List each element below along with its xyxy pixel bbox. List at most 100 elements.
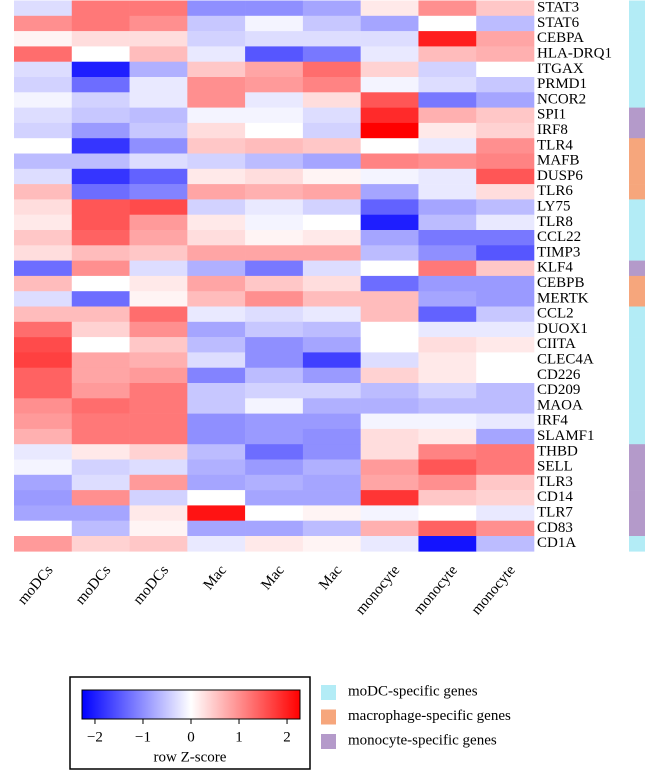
heatmap-cell — [476, 122, 535, 139]
heatmap-cell — [71, 383, 130, 399]
heatmap-cell — [71, 275, 130, 292]
heatmap-cell — [245, 245, 304, 261]
heatmap-cell — [245, 122, 304, 139]
heatmap-cell — [476, 245, 535, 261]
heatmap-cell — [14, 61, 73, 78]
row-annotation — [629, 46, 645, 62]
heatmap-cell — [302, 367, 361, 384]
heatmap-cell — [302, 536, 361, 552]
heatmap-cell — [476, 92, 535, 108]
heatmap-cell — [476, 77, 535, 93]
heatmap-cell — [129, 367, 188, 384]
heatmap-cell — [129, 153, 188, 170]
row-label: CCL22 — [537, 229, 581, 245]
row-annotation — [629, 153, 645, 170]
heatmap-cell — [360, 260, 419, 277]
heatmap-cell — [187, 459, 246, 476]
heatmap-cell — [245, 184, 304, 200]
heatmap-cell — [187, 230, 246, 246]
heatmap-cell — [187, 107, 246, 124]
heatmap-cell — [476, 459, 535, 476]
heatmap-cell — [245, 92, 304, 108]
heatmap-cell — [14, 398, 73, 414]
heatmap-cell — [14, 122, 73, 139]
heatmap-cell — [476, 46, 535, 62]
column-label: moDCs — [73, 562, 115, 608]
heatmap-cell — [418, 337, 477, 353]
heatmap-cell — [360, 474, 419, 491]
heatmap-cell — [360, 153, 419, 170]
row-annotation — [629, 505, 645, 521]
heatmap-cell — [418, 367, 477, 384]
heatmap-cell — [71, 214, 130, 231]
heatmap-cell — [187, 260, 246, 277]
heatmap-cell — [187, 383, 246, 399]
heatmap-cell — [129, 474, 188, 491]
heatmap-cell — [14, 459, 73, 476]
heatmap-cell — [476, 275, 535, 292]
heatmap-cell — [476, 352, 535, 368]
heatmap-cell — [360, 92, 419, 108]
heatmap-cell — [71, 505, 130, 521]
heatmap-cell — [71, 474, 130, 491]
heatmap-cell — [360, 15, 419, 32]
legend-label: monocyte-specific genes — [348, 732, 497, 748]
heatmap-cell — [418, 92, 477, 108]
heatmap-cell — [418, 260, 477, 277]
heatmap-cell — [418, 61, 477, 78]
row-label: TLR4 — [537, 137, 573, 153]
heatmap-cell — [129, 138, 188, 154]
heatmap-cell — [245, 536, 304, 552]
heatmap-cell — [14, 168, 73, 185]
heatmap-cell — [14, 77, 73, 93]
heatmap-cell — [418, 413, 477, 430]
heatmap-cell — [129, 31, 188, 47]
heatmap-cell — [14, 383, 73, 399]
heatmap-cell — [476, 214, 535, 231]
heatmap-cell — [14, 413, 73, 430]
heatmap-cell — [360, 77, 419, 93]
row-annotation — [629, 168, 645, 185]
heatmap-cell — [187, 0, 246, 17]
row-label: STAT3 — [537, 0, 579, 16]
heatmap-cell — [71, 428, 130, 445]
row-label: HLA-DRQ1 — [537, 45, 612, 61]
heatmap-cell — [360, 0, 419, 17]
heatmap-cell — [14, 138, 73, 154]
heatmap-cell — [129, 337, 188, 353]
row-annotation — [629, 92, 645, 108]
heatmap-cell — [302, 107, 361, 124]
heatmap-cell — [476, 536, 535, 552]
heatmap-cell — [187, 153, 246, 170]
heatmap-cell — [476, 337, 535, 353]
heatmap-cell — [245, 260, 304, 277]
heatmap-cell — [129, 199, 188, 215]
heatmap-cell — [302, 214, 361, 231]
heatmap-cell — [302, 0, 361, 17]
heatmap-cell — [187, 184, 246, 200]
column-label: Mac — [316, 562, 346, 593]
heatmap-cell — [245, 383, 304, 399]
heatmap-cell — [476, 199, 535, 215]
heatmap-cell — [71, 199, 130, 215]
heatmap-cell — [302, 61, 361, 78]
heatmap-cell — [418, 46, 477, 62]
heatmap-cell — [418, 306, 477, 323]
heatmap-cell — [418, 505, 477, 521]
heatmap-cell — [187, 31, 246, 47]
heatmap-cell — [245, 367, 304, 384]
heatmap-cell — [418, 474, 477, 491]
heatmap-cell — [476, 398, 535, 414]
heatmap-cell — [71, 520, 130, 537]
row-annotation — [629, 459, 645, 476]
heatmap-cell — [129, 428, 188, 445]
heatmap-cell — [14, 520, 73, 537]
heatmap-cell — [302, 275, 361, 292]
heatmap-cell — [360, 459, 419, 476]
heatmap-cell — [476, 138, 535, 154]
column-label: monocyte — [353, 562, 403, 618]
heatmap-cell — [14, 291, 73, 307]
heatmap-cell — [302, 77, 361, 93]
heatmap-cell — [129, 383, 188, 399]
heatmap-cell — [14, 0, 73, 17]
